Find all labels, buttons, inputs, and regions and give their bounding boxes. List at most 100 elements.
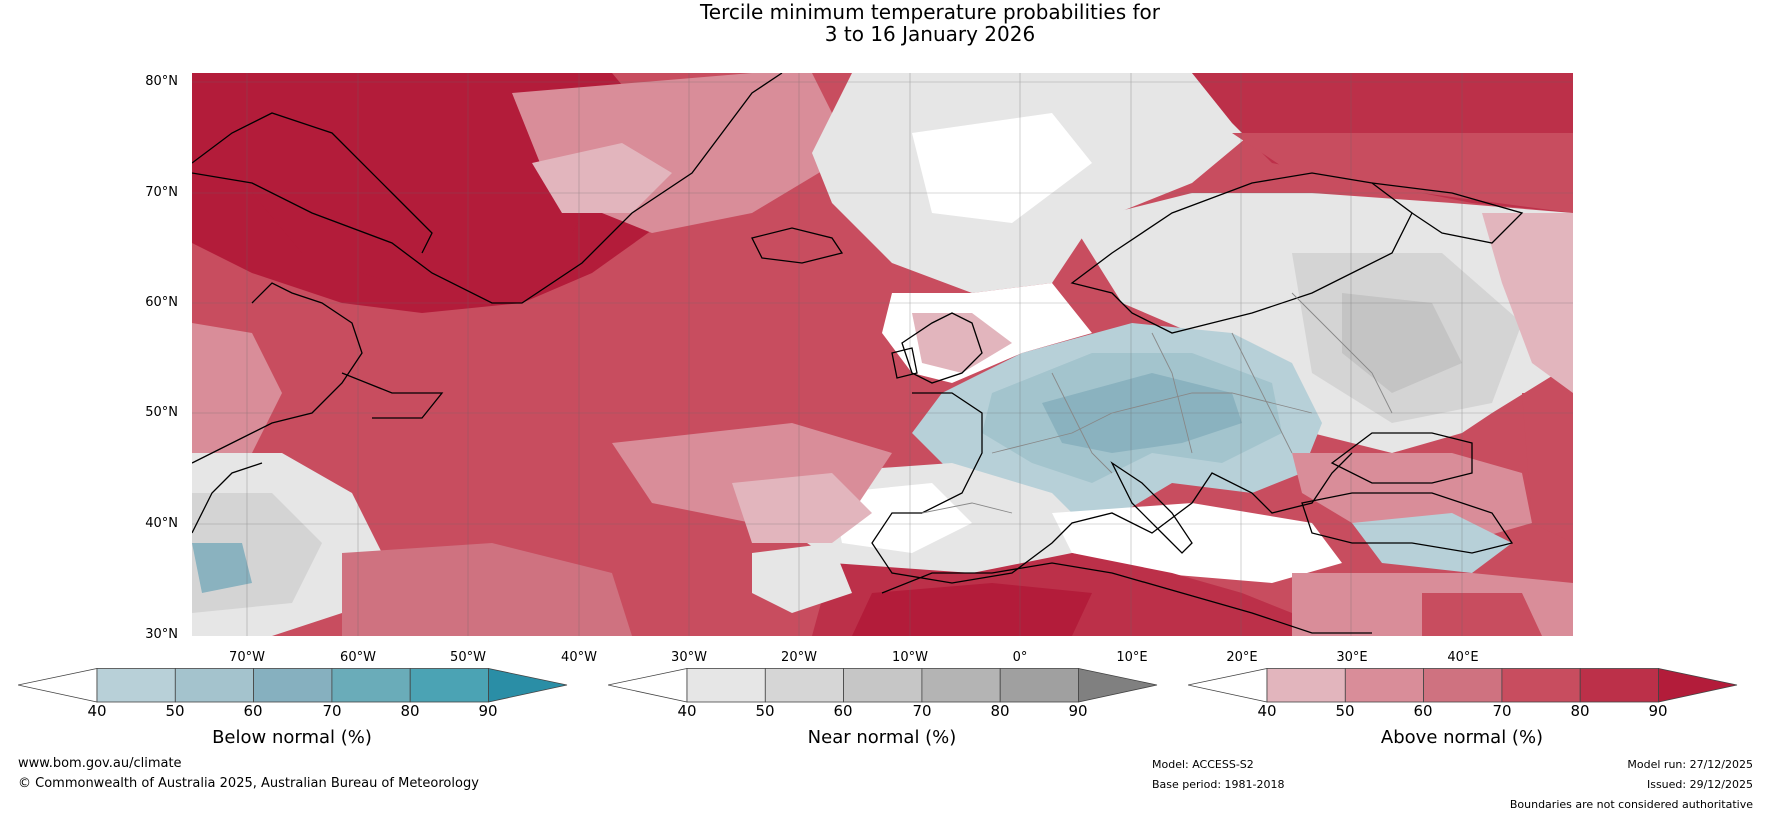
colorbar-above-segment-4	[1579, 668, 1659, 703]
region-iberia-white	[832, 483, 972, 553]
colorbar-above	[1188, 668, 1738, 704]
coast-ireland	[891, 347, 918, 379]
coast-nova-scotia	[341, 372, 444, 419]
region-caspian-above	[1522, 393, 1573, 543]
colorbar-below-tick-70: 70	[322, 702, 342, 720]
colorbar-above-tick-40: 40	[1257, 702, 1277, 720]
footer-disclaimer: Boundaries are not considered authoritat…	[1509, 798, 1753, 811]
colorbar-above-label: Above normal (%)	[1380, 727, 1544, 748]
probability-map	[192, 73, 1573, 636]
colorbar-above-tick-60: 60	[1413, 702, 1433, 720]
coast-turkey	[1301, 492, 1514, 554]
footer-copyright: © Commonwealth of Australia 2025, Austra…	[18, 776, 479, 791]
colorbar-near-right-extend	[1078, 668, 1158, 703]
coast-black-sea	[1330, 432, 1473, 484]
lon-label-60w: 60°W	[340, 650, 376, 665]
region-southwest-light	[342, 543, 632, 636]
region-turkey-below	[1352, 513, 1512, 573]
country-borders	[921, 292, 1393, 514]
colorbar-above-tick-90: 90	[1648, 702, 1668, 720]
colorbar-below-tick-50: 50	[165, 702, 185, 720]
colorbar-below-segment-4	[409, 668, 489, 703]
coast-europe	[871, 392, 1353, 584]
colorbar-near-tick-40: 40	[677, 702, 697, 720]
lat-label-50n: 50°N	[145, 405, 178, 420]
colorbar-above-left-extend	[1188, 668, 1268, 703]
colorbar-below-tick-60: 60	[243, 702, 263, 720]
colorbar-near-segment-4	[999, 668, 1079, 703]
region-north-africa-high	[852, 583, 1092, 636]
colorbar-below	[18, 668, 568, 704]
colorbar-near-segment-0	[686, 668, 766, 703]
colorbar-above-segment-0	[1266, 668, 1346, 703]
colorbar-below-segment-0	[96, 668, 176, 703]
coast-us-east	[192, 462, 263, 534]
graticule	[192, 73, 1573, 636]
footer-base-period: Base period: 1981-2018	[1152, 778, 1285, 791]
coast-greenland	[192, 73, 783, 304]
colorbar-below-tick-80: 80	[400, 702, 420, 720]
colorbar-above-right-extend	[1658, 668, 1738, 703]
lon-label-30w: 30°W	[671, 650, 707, 665]
lat-label-80n: 80°N	[145, 74, 178, 89]
coast-canada	[192, 282, 363, 464]
region-us-east-below	[192, 543, 252, 593]
lon-label-40e: 40°E	[1447, 650, 1479, 665]
coastlines	[192, 73, 1524, 634]
colorbar-below-right-extend	[488, 668, 568, 703]
lat-label-40n: 40°N	[145, 516, 178, 531]
colorbar-near-tick-50: 50	[755, 702, 775, 720]
coast-north-africa	[881, 562, 1372, 634]
colorbar-above-tick-50: 50	[1335, 702, 1355, 720]
colorbar-above-tick-80: 80	[1570, 702, 1590, 720]
region-uk-light	[912, 313, 1012, 373]
colorbar-near-label: Near normal (%)	[807, 727, 957, 748]
region-turkey-above	[1292, 453, 1532, 543]
lon-label-10w: 10°W	[892, 650, 928, 665]
colorbar-below-segment-1	[174, 668, 255, 703]
footer-model: Model: ACCESS-S2	[1152, 758, 1254, 771]
footer-model-run: Model run: 27/12/2025	[1627, 758, 1753, 771]
lat-label-60n: 60°N	[145, 295, 178, 310]
colorbar-near-segment-1	[764, 668, 845, 703]
colorbar-below-label: Below normal (%)	[212, 727, 372, 748]
coast-italy	[1110, 461, 1193, 554]
region-canada-light	[192, 323, 282, 453]
lon-label-20w: 20°W	[781, 650, 817, 665]
lat-label-70n: 70°N	[145, 185, 178, 200]
colorbar-above-segment-3	[1501, 668, 1581, 703]
colorbar-near-tick-80: 80	[990, 702, 1010, 720]
coast-uk	[901, 312, 983, 384]
coast-scandinavia	[1070, 172, 1413, 334]
region-gulf-high	[1422, 593, 1542, 636]
colorbar-near-segment-3	[921, 668, 1001, 703]
lon-label-40w: 40°W	[561, 650, 597, 665]
colorbar-below-tick-40: 40	[87, 702, 107, 720]
lat-label-30n: 30°N	[145, 627, 178, 642]
region-mediterranean-light	[1052, 503, 1342, 583]
coast-greenland-west	[192, 112, 433, 254]
region-arctic-lighter	[532, 143, 672, 213]
region-greenland-mid	[252, 93, 612, 283]
lon-label-0: 0°	[1012, 650, 1028, 665]
colorbar-below-left-extend	[18, 668, 98, 703]
colorbar-below-swatches	[18, 668, 568, 703]
colorbar-below-segment-3	[331, 668, 411, 703]
footer-website: www.bom.gov.au/climate	[18, 756, 182, 771]
region-midatlantic-white	[752, 543, 852, 613]
region-russia-near-dark	[1342, 293, 1462, 393]
lon-label-10e: 10°E	[1116, 650, 1148, 665]
coast-kola	[1371, 182, 1524, 244]
colorbar-near-left-extend	[608, 668, 688, 703]
coast-iceland	[751, 227, 844, 264]
colorbar-above-segment-2	[1423, 668, 1503, 703]
colorbar-above-swatches	[1188, 668, 1738, 703]
region-norwegian-white	[912, 113, 1092, 223]
colorbar-below-tick-90: 90	[478, 702, 498, 720]
colorbar-below-segment-2	[253, 668, 333, 703]
title-line-1: Tercile minimum temperature probabilitie…	[699, 0, 1161, 24]
lon-label-70w: 70°W	[229, 650, 265, 665]
colorbar-above-segment-1	[1344, 668, 1425, 703]
lon-label-20e: 20°E	[1226, 650, 1258, 665]
colorbar-above-tick-70: 70	[1492, 702, 1512, 720]
